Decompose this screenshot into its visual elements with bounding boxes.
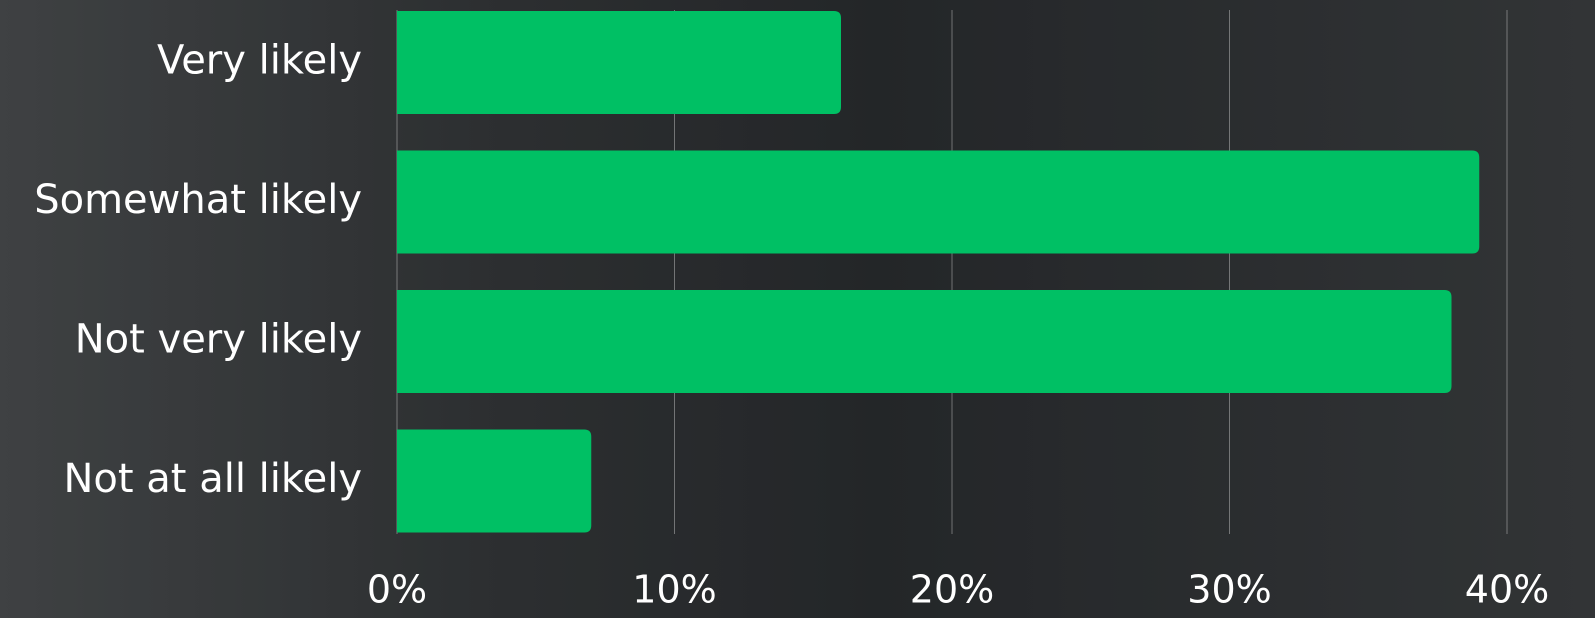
x-tick-label: 20%: [910, 568, 994, 612]
bar: [397, 430, 591, 533]
y-tick-label: Not at all likely: [63, 456, 362, 502]
y-tick-label: Very likely: [157, 38, 362, 84]
bar: [397, 151, 1479, 254]
chart: 0% 10% 20% 30% 40% Very likely Somewhat likely…: [0, 0, 1595, 618]
x-tick-label: 30%: [1187, 568, 1271, 612]
x-tick-label: 10%: [632, 568, 716, 612]
y-tick-label: Somewhat likely: [34, 177, 362, 223]
bar: [397, 11, 841, 114]
x-tick-label: 0%: [367, 568, 427, 612]
bar: [397, 290, 1452, 393]
page: 0% 10% 20% 30% 40% Very likely Somewhat likely…: [0, 0, 1595, 618]
x-tick-label: 40%: [1465, 568, 1549, 612]
y-tick-label: Not very likely: [75, 317, 362, 363]
